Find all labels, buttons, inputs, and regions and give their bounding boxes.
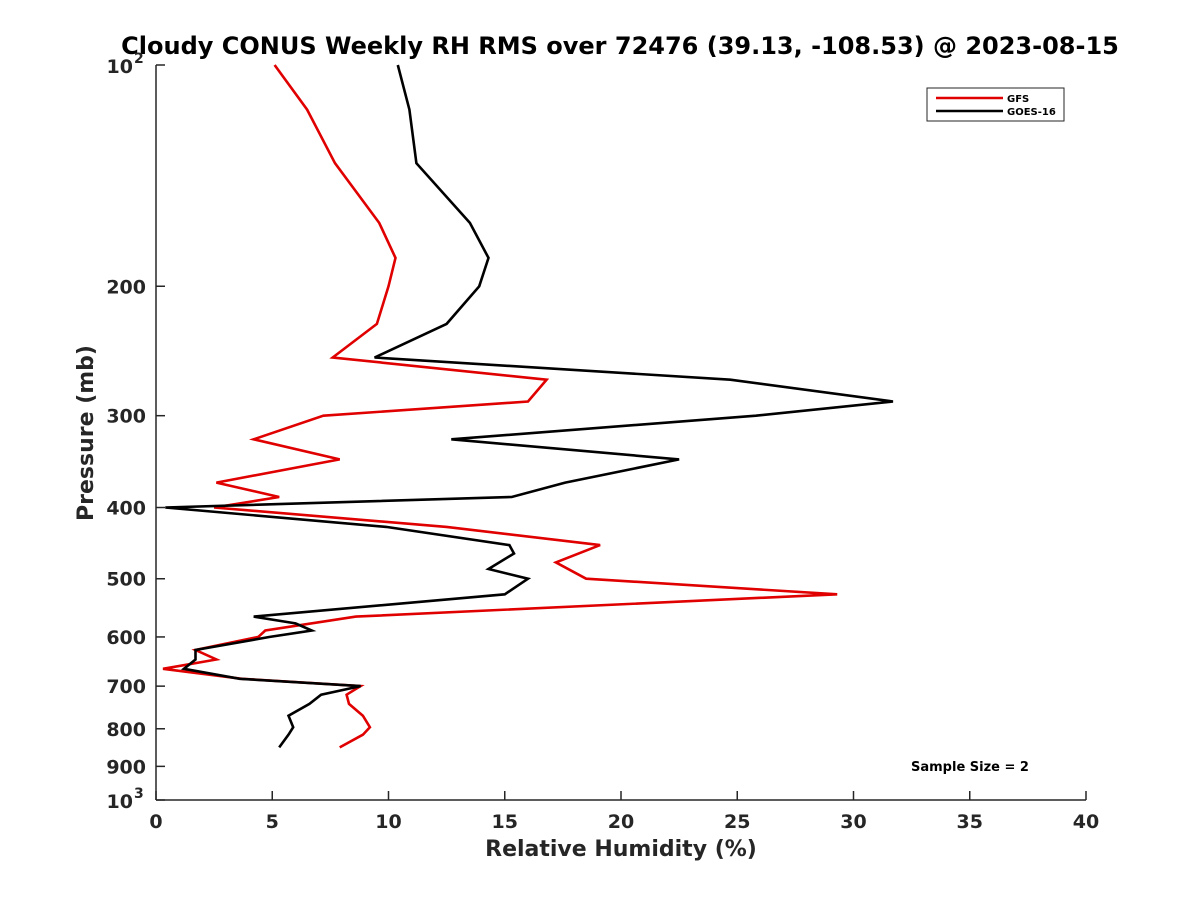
x-axis-label: Relative Humidity (%)	[485, 837, 757, 862]
y-tick-label: 500	[106, 569, 146, 591]
y-tick-label: 300	[106, 406, 146, 428]
x-tick-label: 10	[375, 811, 401, 833]
x-tick-label: 40	[1073, 811, 1099, 833]
legend-box	[926, 87, 1065, 122]
series-line-goes16	[165, 64, 894, 749]
chart-title: Cloudy CONUS Weekly RH RMS over 72476 (3…	[121, 32, 1119, 60]
plot-area	[156, 65, 1086, 800]
y-tick-label-exponent: 3	[134, 786, 144, 802]
legend-label-goes16: GOES-16	[1007, 107, 1056, 118]
series-layer	[162, 64, 894, 749]
x-tick-label: 0	[149, 811, 162, 833]
y-axis-label: Pressure (mb)	[74, 345, 99, 521]
sample-size-annotation: Sample Size = 2	[911, 760, 1029, 775]
legend-label-gfs: GFS	[1007, 94, 1029, 105]
series-line-gfs	[162, 64, 838, 749]
y-tick-label: 600	[106, 627, 146, 649]
y-tick-label: 10	[107, 56, 133, 78]
x-tick-label: 35	[957, 811, 983, 833]
y-tick-label-exponent: 2	[134, 51, 144, 67]
legend: GFS GOES-16	[926, 87, 1065, 122]
y-tick-label: 900	[106, 756, 146, 778]
x-axis-ticks: 0 5 10 15 20 25 30 35 40	[149, 791, 1099, 833]
y-tick-label: 400	[106, 498, 146, 520]
x-tick-label: 20	[608, 811, 634, 833]
y-tick-label: 700	[106, 676, 146, 698]
x-tick-label: 5	[266, 811, 279, 833]
y-tick-label: 800	[106, 719, 146, 741]
y-tick-label: 200	[106, 276, 146, 298]
x-tick-label: 25	[724, 811, 750, 833]
y-tick-label: 10	[107, 791, 133, 813]
x-tick-label: 30	[840, 811, 866, 833]
x-tick-label: 15	[492, 811, 518, 833]
